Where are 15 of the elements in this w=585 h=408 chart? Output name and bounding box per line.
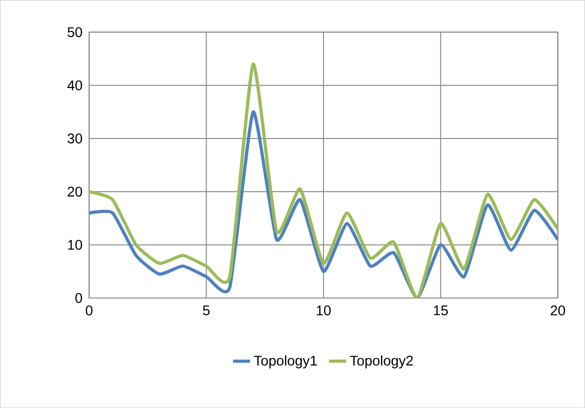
- x-tick-label: 15: [434, 305, 448, 316]
- y-tick-label: 50: [68, 27, 82, 38]
- y-tick-label: 20: [68, 186, 82, 197]
- legend-label: Topology2: [350, 355, 413, 368]
- y-tick-label: 10: [68, 240, 82, 250]
- line-series: [89, 62, 558, 298]
- y-tick-label: 30: [68, 133, 82, 144]
- x-tick-label: 10: [316, 305, 331, 316]
- x-tick-label: 0: [86, 305, 92, 316]
- x-tick-label: 20: [550, 305, 566, 316]
- y-tick-label: 0: [75, 292, 82, 303]
- legend-label: Topology1: [254, 355, 317, 368]
- line-series: [89, 110, 558, 298]
- y-tick-label: 40: [67, 80, 82, 90]
- x-tick-label: 5: [202, 305, 210, 316]
